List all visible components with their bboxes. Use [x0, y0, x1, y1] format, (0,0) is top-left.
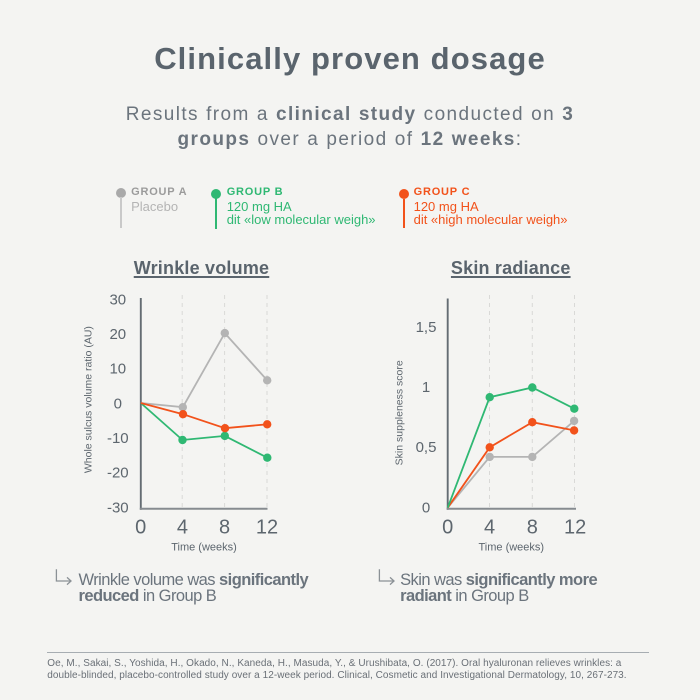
- svg-text:Time (weeks): Time (weeks): [171, 542, 237, 554]
- svg-text:0: 0: [442, 517, 453, 539]
- svg-text:4: 4: [177, 517, 188, 539]
- svg-text:0: 0: [114, 395, 122, 412]
- svg-text:-10: -10: [107, 430, 129, 447]
- svg-text:0: 0: [135, 517, 146, 539]
- svg-text:0,5: 0,5: [416, 439, 437, 456]
- svg-text:0: 0: [422, 499, 430, 516]
- svg-text:8: 8: [527, 517, 538, 539]
- svg-text:8: 8: [219, 517, 230, 539]
- svg-text:4: 4: [484, 517, 495, 539]
- svg-text:-20: -20: [107, 465, 129, 482]
- svg-text:30: 30: [109, 291, 126, 308]
- svg-text:10: 10: [109, 361, 126, 378]
- svg-text:Whole sulcus volume ratio (AU): Whole sulcus volume ratio (AU): [83, 326, 95, 473]
- svg-text:20: 20: [109, 326, 126, 343]
- svg-text:12: 12: [564, 517, 586, 539]
- svg-text:Skin suppleness score: Skin suppleness score: [394, 360, 406, 465]
- svg-text:1,5: 1,5: [416, 319, 437, 336]
- svg-text:12: 12: [256, 517, 278, 539]
- svg-text:Time (weeks): Time (weeks): [478, 542, 544, 554]
- svg-text:-30: -30: [107, 499, 129, 516]
- svg-text:1: 1: [422, 379, 430, 396]
